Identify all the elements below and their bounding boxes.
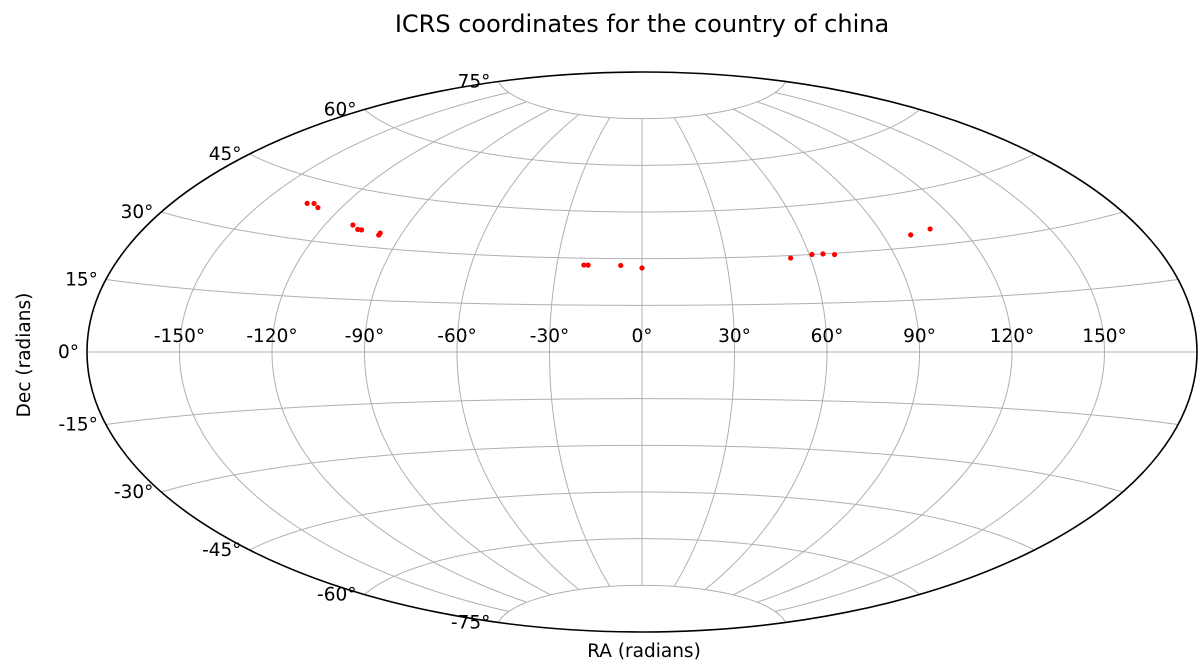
x-tick-label: -60°	[437, 326, 476, 347]
meridian-line	[271, 101, 528, 603]
data-point	[831, 251, 838, 258]
x-tick-label: 120°	[990, 326, 1035, 347]
x-tick-label: 0°	[631, 326, 652, 347]
x-tick-label: 30°	[718, 326, 751, 347]
meridian-line	[756, 101, 1013, 603]
y-tick-label: -30°	[114, 482, 153, 503]
y-axis-label: Dec (radians)	[14, 293, 35, 418]
chart-title: ICRS coordinates for the country of chin…	[395, 10, 889, 38]
data-point	[358, 227, 365, 233]
x-tick-label: -90°	[345, 326, 384, 347]
data-point	[311, 200, 317, 207]
x-tick-label: 60°	[811, 326, 844, 347]
data-point	[809, 251, 815, 258]
x-tick-labels: -150° -120° -90° -60° -30° 0° 30° 60° 90° 120° 150…	[154, 326, 1127, 347]
data-point	[585, 262, 591, 268]
data-point	[639, 265, 645, 271]
data-points	[304, 200, 933, 271]
meridian-line	[548, 117, 611, 587]
data-point	[618, 262, 624, 269]
x-tick-label: -30°	[530, 326, 569, 347]
data-point	[376, 232, 382, 238]
meridian-line	[456, 114, 580, 590]
meridian-line	[673, 117, 736, 587]
data-point	[350, 222, 356, 228]
data-point	[927, 226, 933, 232]
y-tick-label: 45°	[209, 144, 242, 165]
data-point	[315, 204, 321, 211]
parallel-line	[497, 81, 787, 120]
y-tick-label: -45°	[202, 540, 241, 561]
data-point	[581, 262, 587, 268]
data-point	[908, 232, 914, 238]
y-tick-label: 75°	[458, 72, 491, 93]
meridian-line	[178, 92, 509, 612]
data-point	[820, 251, 826, 257]
y-tick-label: 60°	[324, 100, 357, 121]
parallel-line	[497, 584, 787, 623]
meridian-line	[363, 108, 552, 596]
data-point	[304, 200, 310, 206]
grid-lines	[87, 81, 1197, 623]
data-point	[355, 226, 361, 232]
meridian-line	[704, 114, 828, 590]
y-tick-label: -15°	[58, 414, 97, 435]
x-tick-label: -120°	[246, 326, 297, 347]
x-tick-label: 150°	[1082, 326, 1127, 347]
y-tick-labels: 75° 60° 45° 30° 15° 0° -15° -30° -45° -60° -75°	[58, 72, 490, 634]
meridian-line	[775, 92, 1106, 612]
y-tick-label: -75°	[451, 612, 490, 633]
x-tick-label: 90°	[903, 326, 936, 347]
y-tick-label: 0°	[58, 342, 79, 363]
meridian-line	[732, 108, 921, 596]
data-point	[788, 255, 794, 261]
y-tick-label: -60°	[317, 584, 356, 605]
y-tick-label: 15°	[65, 270, 98, 291]
x-axis-label: RA (radians)	[587, 641, 701, 662]
x-tick-label: -150°	[154, 326, 205, 347]
y-tick-label: 30°	[121, 202, 154, 223]
map-boundary	[86, 71, 1198, 633]
